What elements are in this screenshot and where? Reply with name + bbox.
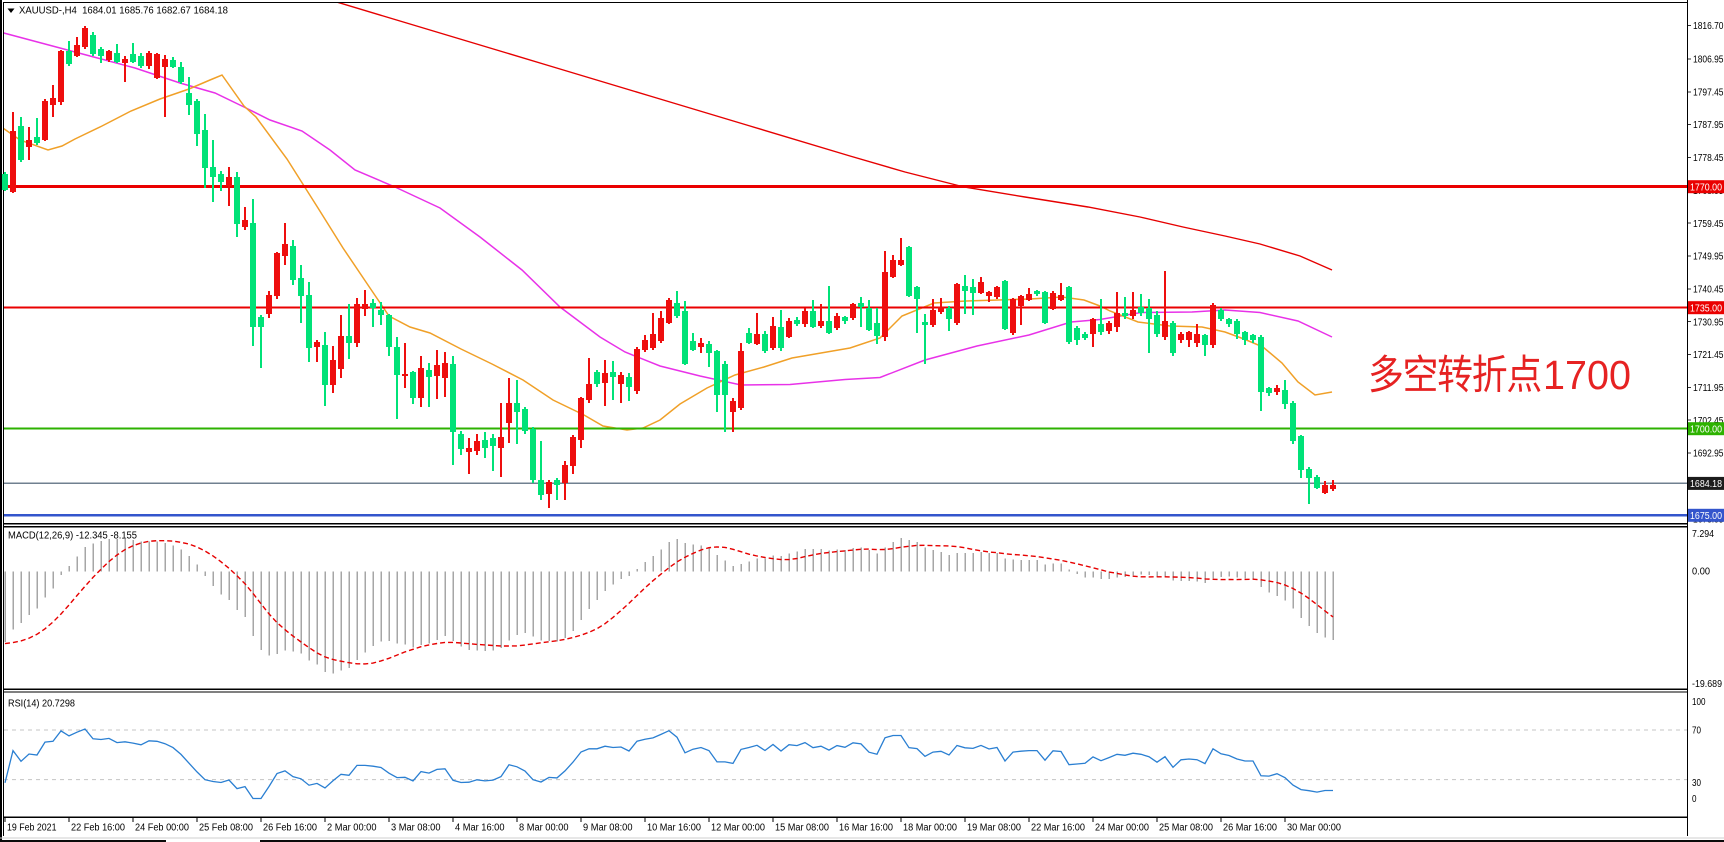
svg-text:2 Mar 00:00: 2 Mar 00:00 (327, 823, 377, 834)
svg-text:19 Feb 2021: 19 Feb 2021 (7, 823, 57, 834)
svg-text:1702.45: 1702.45 (1693, 416, 1724, 427)
svg-text:10 Mar 16:00: 10 Mar 16:00 (647, 823, 701, 834)
svg-text:15 Mar 08:00: 15 Mar 08:00 (775, 823, 829, 834)
svg-text:1806.95: 1806.95 (1693, 55, 1724, 66)
svg-text:19 Mar 08:00: 19 Mar 08:00 (967, 823, 1021, 834)
svg-text:25 Mar 08:00: 25 Mar 08:00 (1159, 823, 1213, 834)
svg-text:1730.95: 1730.95 (1693, 317, 1724, 328)
svg-text:1700.00: 1700.00 (1690, 424, 1722, 435)
svg-text:24 Feb 00:00: 24 Feb 00:00 (135, 823, 189, 834)
svg-text:1711.95: 1711.95 (1693, 383, 1724, 394)
svg-text:18 Mar 00:00: 18 Mar 00:00 (903, 823, 957, 834)
svg-text:26 Feb 16:00: 26 Feb 16:00 (263, 823, 317, 834)
svg-text:1759.45: 1759.45 (1693, 219, 1724, 230)
svg-text:1721.45: 1721.45 (1693, 350, 1724, 361)
svg-text:1778.45: 1778.45 (1693, 153, 1724, 164)
svg-text:22 Mar 16:00: 22 Mar 16:00 (1031, 823, 1085, 834)
svg-text:MACD(12,26,9) -12.345 -8.155: MACD(12,26,9) -12.345 -8.155 (8, 531, 137, 542)
svg-text:1787.95: 1787.95 (1693, 120, 1724, 131)
svg-text:70: 70 (1692, 726, 1701, 737)
svg-text:9 Mar 08:00: 9 Mar 08:00 (583, 823, 633, 834)
svg-text:1675.00: 1675.00 (1690, 511, 1722, 522)
svg-text:3 Mar 08:00: 3 Mar 08:00 (391, 823, 441, 834)
svg-text:XAUUSD-,H4 1684.01 1685.76 16: XAUUSD-,H4 1684.01 1685.76 1682.67 1684.… (19, 5, 228, 16)
svg-text:1749.95: 1749.95 (1693, 252, 1724, 263)
svg-text:22 Feb 16:00: 22 Feb 16:00 (71, 823, 125, 834)
svg-text:30: 30 (1692, 778, 1701, 789)
svg-text:8 Mar 00:00: 8 Mar 00:00 (519, 823, 569, 834)
svg-text:24 Mar 00:00: 24 Mar 00:00 (1095, 823, 1149, 834)
svg-text:1816.70: 1816.70 (1693, 21, 1724, 32)
svg-text:0: 0 (1692, 794, 1697, 805)
svg-text:1735.00: 1735.00 (1690, 303, 1722, 314)
svg-text:1797.45: 1797.45 (1693, 87, 1724, 98)
svg-text:1684.18: 1684.18 (1690, 479, 1722, 490)
svg-text:16 Mar 16:00: 16 Mar 16:00 (839, 823, 893, 834)
svg-text:7.294: 7.294 (1692, 529, 1714, 540)
svg-text:1700: 1700 (1543, 352, 1631, 398)
svg-text:-19.689: -19.689 (1692, 679, 1722, 690)
svg-text:26 Mar 16:00: 26 Mar 16:00 (1223, 823, 1277, 834)
svg-text:1740.45: 1740.45 (1693, 284, 1724, 295)
svg-text:30 Mar 00:00: 30 Mar 00:00 (1287, 823, 1341, 834)
svg-text:25 Feb 08:00: 25 Feb 08:00 (199, 823, 253, 834)
svg-text:100: 100 (1692, 697, 1706, 708)
svg-text:1770.00: 1770.00 (1690, 183, 1722, 194)
svg-text:1692.95: 1692.95 (1693, 449, 1724, 460)
svg-text:0.00: 0.00 (1692, 566, 1710, 577)
svg-text:RSI(14) 20.7298: RSI(14) 20.7298 (8, 698, 75, 709)
svg-text:12 Mar 00:00: 12 Mar 00:00 (711, 823, 765, 834)
svg-text:4 Mar 16:00: 4 Mar 16:00 (455, 823, 505, 834)
